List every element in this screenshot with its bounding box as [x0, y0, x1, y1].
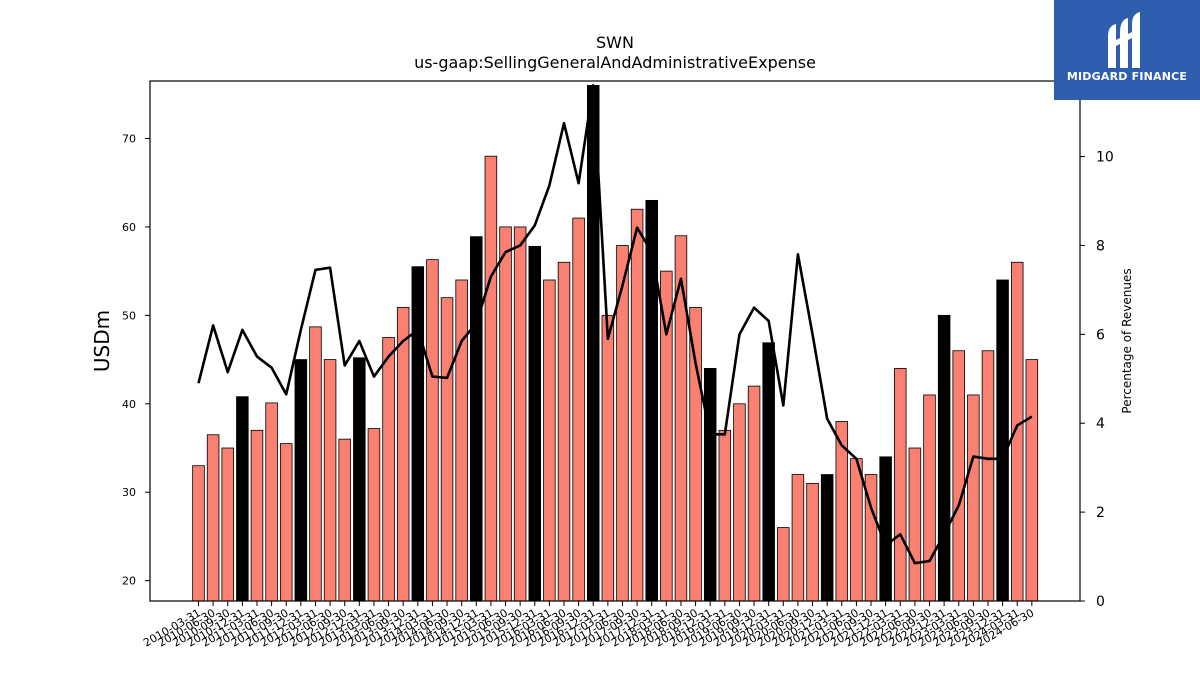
- bar-2013-09-30: [396, 306, 410, 602]
- bar-series: [192, 85, 1039, 602]
- y2-tick-label: 6: [1096, 327, 1105, 343]
- bar-2019-06-30: [733, 403, 746, 602]
- bar-2015-06-30: [499, 226, 512, 602]
- brand-name: MIDGARD FINANCE: [1066, 70, 1188, 83]
- plot-frame: [149, 80, 1081, 602]
- y2-tick-label: 0: [1096, 594, 1105, 610]
- bar-2021-12-31: [879, 456, 892, 602]
- bar-2017-09-30: [630, 208, 644, 602]
- y-tick-label: 70: [122, 132, 136, 145]
- x-axis: 2010-03-312010-06-302010-09-302010-12-31…: [141, 601, 1036, 650]
- bar-2018-09-30: [689, 306, 702, 602]
- bar-2014-06-30: [440, 297, 454, 602]
- bar-2011-06-30: [265, 402, 278, 602]
- bar-2020-12-31: [820, 474, 834, 602]
- left-axis: 20 30 40 50 60 70: [122, 132, 150, 588]
- bar-2014-03-31: [426, 259, 439, 602]
- bar-2011-03-31: [250, 429, 264, 602]
- y-tick-label: 40: [122, 398, 136, 411]
- bar-2013-12-31: [411, 266, 425, 602]
- bar-2019-12-31: [762, 342, 775, 602]
- bar-2010-09-30: [221, 447, 234, 602]
- bar-2015-03-31: [484, 155, 498, 602]
- bar-2024-06-30: [1025, 359, 1039, 602]
- bar-2014-12-31: [470, 236, 483, 602]
- bar-2023-09-30: [981, 350, 995, 602]
- y-tick-label: 50: [122, 309, 136, 322]
- chart-subtitle: us-gaap:SellingGeneralAndAdministrativeE…: [414, 53, 816, 72]
- bar-2020-03-31: [777, 527, 790, 602]
- bar-2023-03-31: [952, 350, 965, 602]
- y2-tick-label: 2: [1096, 505, 1105, 521]
- bar-2012-09-30: [338, 438, 351, 602]
- bar-2016-06-30: [557, 261, 571, 602]
- bar-2011-09-30: [279, 443, 293, 602]
- percentage-line: [197, 84, 1033, 565]
- bar-2022-06-30: [908, 447, 922, 602]
- bar-2023-12-31: [996, 279, 1009, 602]
- bar-2015-12-31: [528, 245, 542, 602]
- bar-2012-06-30: [323, 359, 337, 602]
- bar-2020-09-30: [806, 482, 819, 602]
- y-axis-label: USDm: [90, 310, 114, 372]
- bar-2017-03-31: [601, 314, 615, 602]
- bar-2022-03-31: [894, 368, 907, 602]
- bar-2010-12-31: [236, 396, 249, 602]
- bar-2019-09-30: [747, 385, 761, 602]
- brand-logo: MIDGARD FINANCE: [1054, 0, 1200, 100]
- y2-tick-label: 10: [1096, 150, 1114, 166]
- bar-2020-06-30: [791, 474, 805, 602]
- bar-2013-06-30: [382, 337, 395, 602]
- bar-2010-06-30: [206, 434, 220, 602]
- y2-tick-label: 4: [1096, 416, 1105, 432]
- bar-2016-09-30: [572, 217, 585, 602]
- bar-2013-03-31: [367, 428, 381, 602]
- y-tick-label: 20: [122, 575, 136, 588]
- bar-2015-09-30: [513, 226, 527, 602]
- bar-2021-06-30: [850, 458, 863, 602]
- y-tick-label: 30: [122, 486, 136, 499]
- bar-2017-12-31: [645, 199, 658, 602]
- y2-axis-label: Percentage of Revenues: [1120, 268, 1134, 413]
- midgard-logo-icon: [1108, 12, 1140, 68]
- bar-2010-03-31: [192, 465, 205, 602]
- bar-2011-12-31: [294, 359, 308, 602]
- bar-2022-12-31: [937, 314, 951, 602]
- line-series: [197, 84, 1033, 565]
- bar-2019-03-31: [718, 429, 732, 602]
- y-tick-label: 60: [122, 221, 136, 234]
- bar-2023-06-30: [967, 394, 980, 602]
- bar-2018-12-31: [703, 368, 717, 602]
- chart-title: SWN: [596, 33, 634, 52]
- bar-2012-12-31: [353, 357, 366, 602]
- bar-2016-03-31: [543, 279, 556, 602]
- bar-2012-03-31: [309, 326, 322, 602]
- bar-2022-09-30: [923, 394, 936, 602]
- right-axis: 0 2 4 6 8 10: [1080, 150, 1114, 610]
- y2-tick-label: 8: [1096, 238, 1105, 254]
- bar-2014-09-30: [455, 279, 468, 602]
